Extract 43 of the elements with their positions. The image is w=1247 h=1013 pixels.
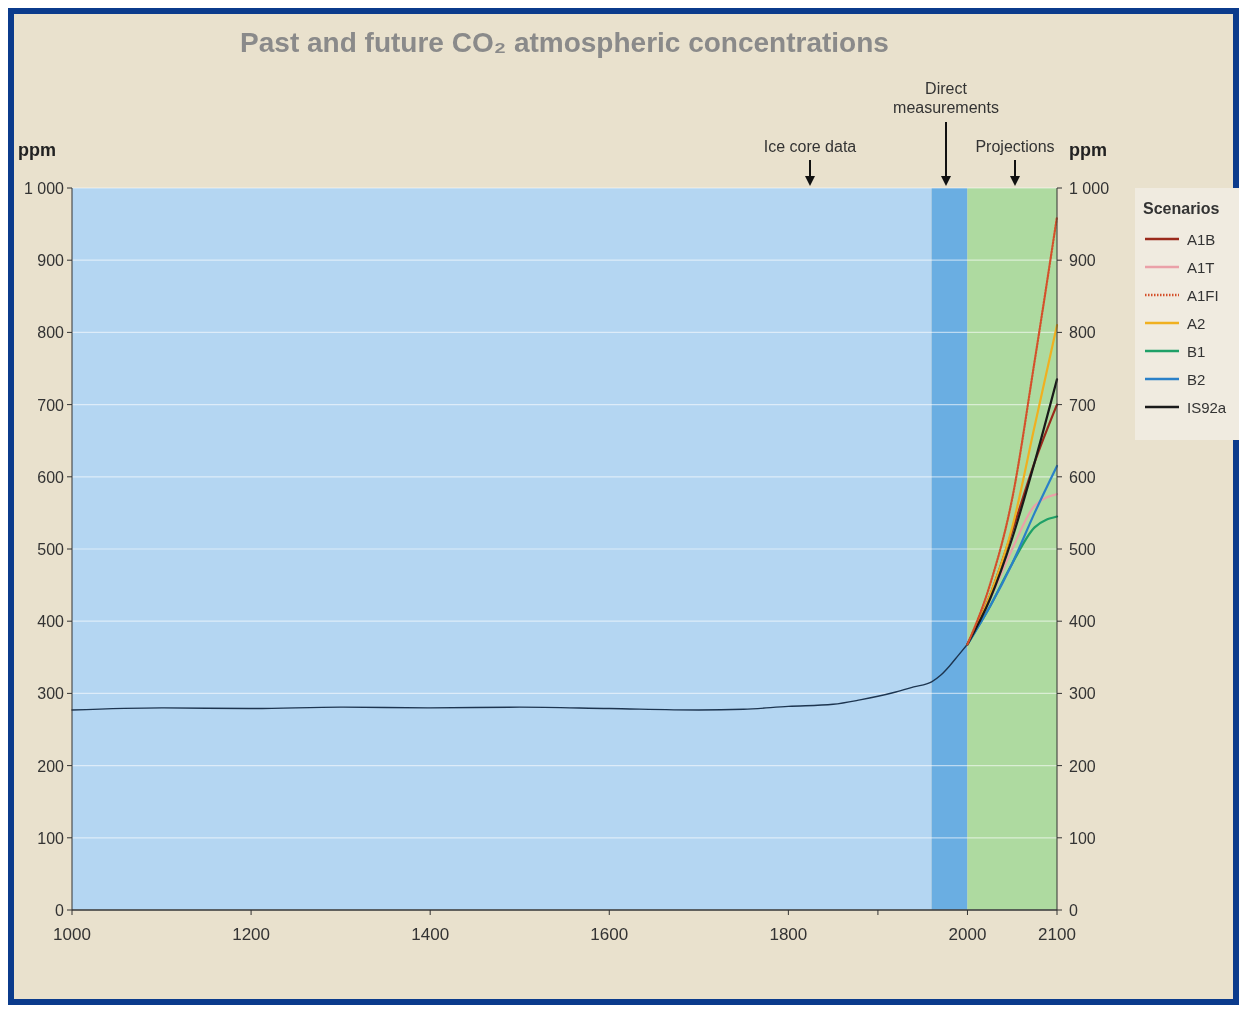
- y2-tick-label: 1 000: [1069, 180, 1110, 197]
- y-tick-label: 700: [37, 396, 65, 414]
- y-tick-label: 200: [37, 757, 65, 775]
- legend-title: Scenarios: [1143, 200, 1220, 217]
- y-tick-label: 400: [37, 613, 65, 631]
- legend-label: A2: [1187, 315, 1206, 332]
- x-tick-label: 1400: [411, 925, 450, 944]
- x-tick-label: 1600: [590, 925, 629, 944]
- y2-tick-label: 200: [1069, 757, 1096, 775]
- y-tick-label: 0: [55, 902, 65, 919]
- y2-tick-label: 0: [1069, 902, 1078, 919]
- y2-tick-label: 500: [1069, 541, 1096, 558]
- y-tick-label: 100: [37, 829, 65, 847]
- legend-label: A1B: [1187, 231, 1216, 248]
- y-axis-title: ppm: [18, 140, 56, 160]
- y2-tick-label: 300: [1069, 685, 1096, 703]
- x-tick-label: 1000: [53, 925, 91, 944]
- y-tick-label: 500: [37, 541, 65, 558]
- y2-tick-label: 700: [1069, 396, 1096, 414]
- y-tick-label: 600: [37, 468, 65, 486]
- text: Ice core data: [763, 138, 857, 155]
- text: Direct measurements: [893, 80, 999, 116]
- legend-label: B1: [1187, 343, 1206, 360]
- y-tick-label: 300: [37, 685, 65, 703]
- y2-tick-label: 900: [1069, 252, 1096, 270]
- legend-label: B2: [1187, 371, 1206, 388]
- x-tick-label: 2100: [1038, 925, 1076, 944]
- y-tick-label: 900: [37, 252, 65, 270]
- y-tick-label: 800: [37, 324, 65, 342]
- legend-label: A1T: [1187, 259, 1215, 276]
- y2-tick-label: 400: [1069, 613, 1096, 631]
- y2-tick-label: 600: [1069, 468, 1096, 486]
- text: Projections: [975, 138, 1055, 155]
- y2-tick-label: 100: [1069, 829, 1096, 847]
- x-tick-label: 1200: [232, 925, 270, 944]
- x-tick-label: 1800: [769, 925, 808, 944]
- legend-label: IS92a: [1187, 399, 1227, 416]
- y-tick-label: 1 000: [23, 180, 65, 197]
- chart-title: Past and future CO₂ atmospheric concentrations: [240, 27, 889, 58]
- x-tick-label: 2000: [948, 925, 987, 944]
- y2-axis-title: ppm: [1069, 140, 1107, 160]
- y2-tick-label: 800: [1069, 324, 1096, 342]
- legend-label: A1FI: [1187, 287, 1219, 304]
